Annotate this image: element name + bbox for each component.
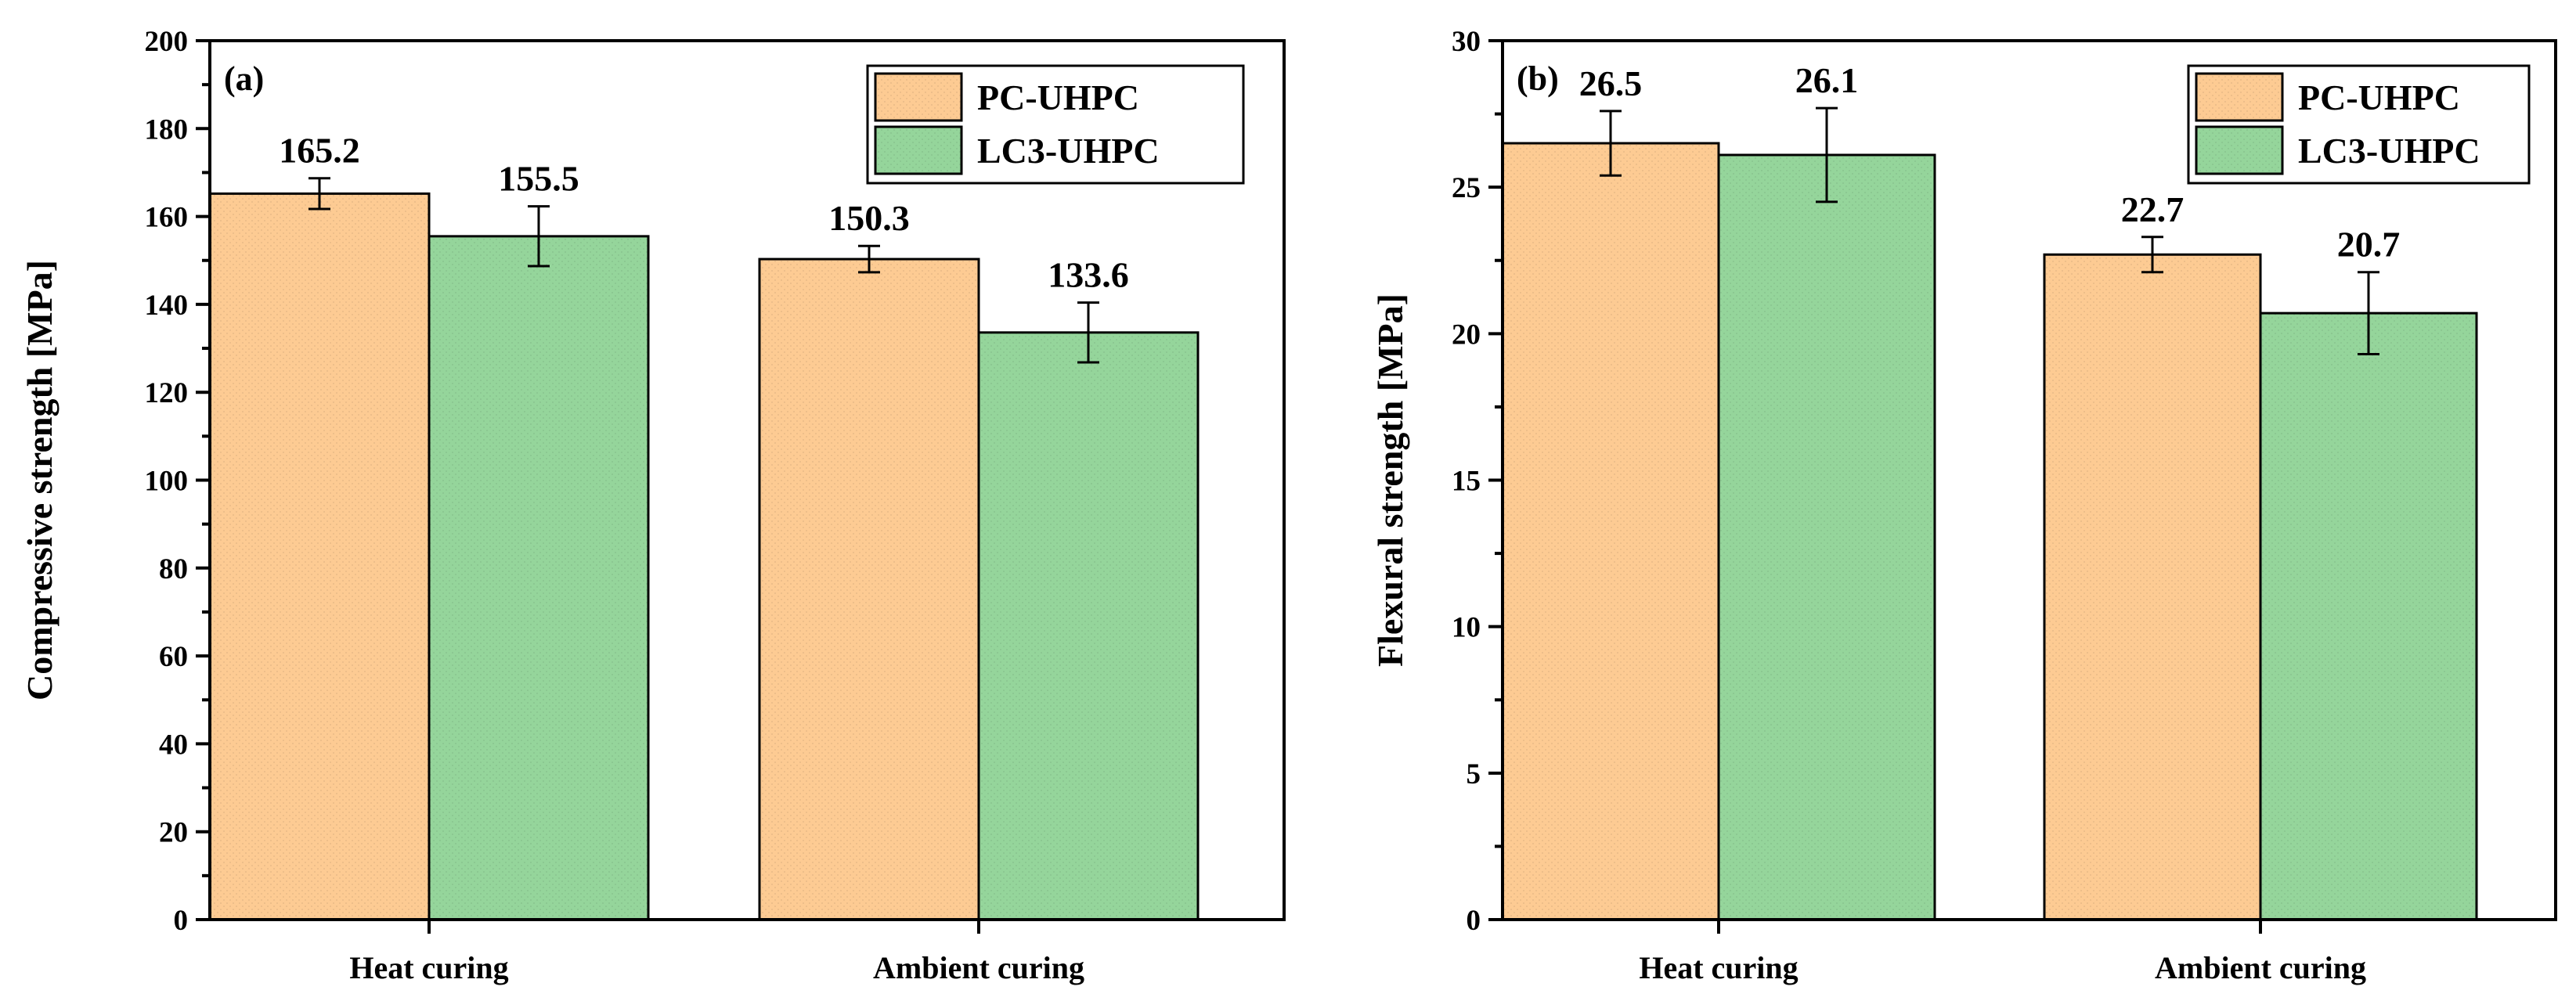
legend-label: LC3-UHPC <box>2298 131 2480 171</box>
chart-panel-0: 165.2 150.3 155.5 133.6 0 20 40 60 80 100 120 140 16… <box>20 26 1286 985</box>
chart-panel-1: 26.5 22.7 26.1 20.7 0 5 10 15 20 25 30 Heat curing A… <box>1370 26 2557 985</box>
data-label: 20.7 <box>2337 225 2401 265</box>
x-tick-label: Heat curing <box>349 950 508 985</box>
data-label: 150.3 <box>828 198 910 238</box>
legend-swatch <box>2195 125 2284 175</box>
bar <box>2259 311 2478 921</box>
data-label: 22.7 <box>2121 189 2185 229</box>
y-tick-label: 100 <box>145 466 189 498</box>
data-label: 26.5 <box>1579 63 1643 103</box>
y-tick-label: 120 <box>145 377 189 409</box>
y-tick-label: 160 <box>145 202 189 234</box>
y-tick-label: 0 <box>174 905 189 937</box>
legend-label: PC-UHPC <box>2298 77 2460 117</box>
y-axis-label: Compressive strength [MPa] <box>20 260 60 700</box>
y-tick-label: 10 <box>1452 612 1481 644</box>
legend-swatch <box>2195 72 2284 122</box>
legend: PC-UHPC LC3-UHPC <box>2187 64 2531 185</box>
panel-label: (a) <box>224 59 264 98</box>
y-tick-label: 60 <box>159 641 188 673</box>
y-tick-label: 140 <box>145 290 189 322</box>
bar <box>208 192 431 921</box>
y-tick-label: 30 <box>1452 26 1481 58</box>
y-tick-label: 25 <box>1452 172 1481 204</box>
x-tick-label: Heat curing <box>1639 950 1798 985</box>
legend-swatch <box>874 125 963 175</box>
y-tick-label: 15 <box>1452 466 1481 498</box>
bar <box>428 235 650 921</box>
y-axis-label: Flexural strength [MPa] <box>1370 293 1410 667</box>
legend: PC-UHPC LC3-UHPC <box>866 64 1245 185</box>
data-label: 155.5 <box>498 159 579 199</box>
data-label: 26.1 <box>1795 60 1859 100</box>
y-tick-label: 40 <box>159 729 188 761</box>
legend-label: PC-UHPC <box>977 77 1139 117</box>
y-tick-label: 5 <box>1467 758 1481 790</box>
x-tick-label: Ambient curing <box>873 950 1084 985</box>
y-tick-label: 0 <box>1467 905 1481 937</box>
bar <box>1501 142 1720 921</box>
bar <box>2043 253 2262 921</box>
bar <box>977 331 1200 921</box>
x-tick-label: Ambient curing <box>2155 950 2366 985</box>
bar <box>758 257 980 921</box>
bar <box>1717 153 1936 921</box>
legend-label: LC3-UHPC <box>977 131 1160 171</box>
y-tick-label: 180 <box>145 113 189 146</box>
y-tick-label: 200 <box>145 26 189 58</box>
data-label: 133.6 <box>1048 255 1129 295</box>
legend-swatch <box>874 72 963 122</box>
y-tick-label: 20 <box>159 817 188 849</box>
panel-label: (b) <box>1517 59 1559 98</box>
y-tick-label: 80 <box>159 553 188 585</box>
y-tick-label: 20 <box>1452 319 1481 351</box>
data-label: 165.2 <box>279 131 360 171</box>
